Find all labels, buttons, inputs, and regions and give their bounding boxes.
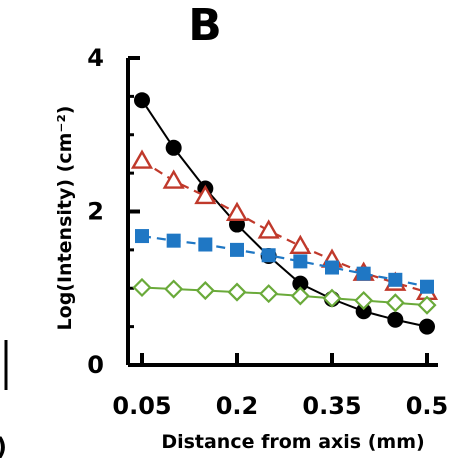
data-point-s0-1 [165,139,182,156]
data-point-s0-9 [419,318,435,335]
series-layer [130,92,439,335]
x-tick-label: 0.2 [216,392,259,420]
data-point-s3-8 [385,293,405,313]
data-point-s1-5 [289,234,312,254]
data-point-s0-5 [292,275,309,292]
data-point-s0-8 [387,311,404,328]
data-point-s1-3 [225,201,249,221]
y-axis-title: Log(Intensity) (cm⁻²) [54,106,76,331]
x-tick-label: 0.5 [406,392,449,420]
data-point-s2-8 [388,272,403,287]
series-line-2 [141,234,428,288]
data-point-s2-5 [293,254,308,269]
data-point-s0-0 [134,92,150,109]
data-point-s2-3 [230,242,244,257]
data-point-s3-6 [322,288,342,308]
y-tick-label: 4 [87,44,104,72]
y-tick-label: 0 [87,351,104,379]
data-point-s3-5 [290,286,310,306]
data-point-s2-6 [325,260,339,275]
data-point-s3-3 [227,282,247,302]
data-point-s1-2 [194,184,217,205]
data-point-s2-2 [198,237,213,252]
x-tick-label: 0.05 [112,392,171,420]
data-point-s2-9 [420,279,434,294]
data-point-s2-0 [135,229,149,244]
data-point-s0-7 [355,303,372,320]
tick-labels: 0 2 4 0.05 0.2 0.35 0.5 [87,44,448,420]
data-point-s2-7 [356,266,371,281]
x-axis-title: Distance from axis (mm) [161,431,424,453]
data-point-s1-4 [257,219,280,239]
series-line-0 [141,99,428,328]
data-point-s3-0 [132,277,152,298]
axes [126,56,438,367]
data-point-s3-1 [164,279,184,299]
x-tick-label: 0.35 [302,392,361,420]
data-point-s1-1 [162,169,185,189]
left-panel-label-fragment: ) [0,433,7,461]
data-point-s2-4 [261,248,276,263]
series-line-3 [141,286,428,307]
data-point-s1-0 [130,149,154,169]
y-tick-label: 2 [87,198,104,226]
data-point-s3-2 [195,280,215,301]
series-line-1 [141,159,428,294]
data-point-s2-1 [166,233,181,248]
panel-label: B [188,0,222,51]
data-point-s3-9 [417,295,437,315]
data-point-s3-7 [354,290,374,311]
data-point-s3-4 [259,284,279,304]
